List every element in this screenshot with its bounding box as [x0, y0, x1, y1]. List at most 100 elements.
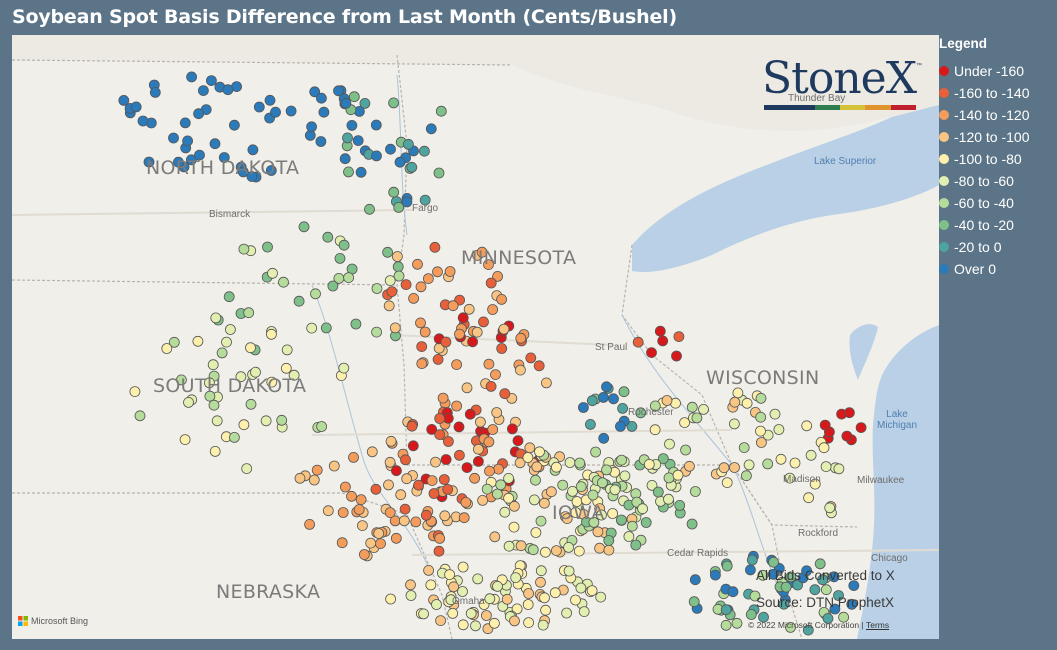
basis-point[interactable] [673, 331, 685, 343]
basis-point[interactable] [549, 587, 561, 599]
basis-point[interactable] [757, 569, 769, 581]
basis-point[interactable] [643, 458, 655, 470]
basis-point[interactable] [738, 442, 750, 454]
basis-point[interactable] [373, 528, 385, 539]
basis-point[interactable] [179, 117, 191, 129]
basis-point[interactable] [755, 411, 767, 423]
basis-point[interactable] [616, 514, 627, 526]
basis-point[interactable] [430, 456, 441, 468]
basis-point[interactable] [654, 325, 666, 337]
basis-point[interactable] [293, 295, 305, 307]
basis-point[interactable] [489, 531, 501, 543]
basis-point[interactable] [340, 97, 352, 109]
basis-point[interactable] [537, 619, 549, 631]
basis-point[interactable] [817, 574, 828, 586]
basis-point[interactable] [664, 438, 675, 450]
basis-point[interactable] [535, 576, 546, 588]
basis-point[interactable] [471, 326, 483, 338]
basis-point[interactable] [353, 504, 365, 515]
basis-point[interactable] [253, 101, 265, 113]
basis-point[interactable] [207, 359, 219, 371]
basis-point[interactable] [185, 154, 197, 166]
basis-point[interactable] [211, 415, 223, 427]
basis-point[interactable] [472, 455, 484, 467]
basis-point[interactable] [348, 91, 360, 103]
basis-point[interactable] [311, 464, 323, 476]
basis-point[interactable] [309, 86, 321, 98]
basis-point[interactable] [435, 615, 447, 626]
basis-point[interactable] [438, 474, 450, 485]
basis-point[interactable] [342, 132, 353, 144]
basis-point[interactable] [228, 119, 240, 131]
basis-point[interactable] [281, 344, 293, 356]
basis-point[interactable] [814, 558, 826, 570]
basis-point[interactable] [343, 272, 355, 284]
basis-point[interactable] [586, 585, 598, 596]
basis-point[interactable] [792, 579, 803, 591]
basis-point[interactable] [370, 119, 382, 131]
basis-point[interactable] [457, 619, 469, 631]
basis-point[interactable] [235, 371, 247, 383]
basis-point[interactable] [440, 336, 452, 348]
basis-point[interactable] [480, 610, 492, 621]
terms-link[interactable]: Terms [865, 620, 890, 630]
basis-point[interactable] [371, 326, 383, 338]
basis-point[interactable] [204, 390, 216, 402]
basis-point[interactable] [680, 444, 691, 456]
basis-point[interactable] [343, 166, 354, 178]
basis-point[interactable] [477, 494, 489, 506]
basis-point[interactable] [203, 377, 215, 389]
basis-point[interactable] [371, 283, 383, 294]
basis-point[interactable] [322, 231, 334, 243]
basis-point[interactable] [721, 560, 733, 572]
basis-point[interactable] [266, 376, 278, 388]
basis-point[interactable] [833, 463, 845, 475]
basis-point[interactable] [587, 489, 599, 501]
basis-point[interactable] [483, 259, 494, 271]
basis-point[interactable] [183, 396, 194, 408]
basis-point[interactable] [395, 489, 407, 501]
legend-item[interactable]: -120 to -100 [939, 123, 1057, 151]
basis-point[interactable] [318, 106, 330, 118]
basis-point[interactable] [210, 312, 222, 324]
basis-point[interactable] [607, 508, 618, 519]
basis-point[interactable] [444, 569, 456, 580]
basis-point[interactable] [626, 520, 638, 532]
basis-point[interactable] [422, 273, 434, 285]
basis-point[interactable] [822, 613, 834, 624]
basis-point[interactable] [746, 554, 758, 566]
basis-point[interactable] [467, 336, 479, 348]
basis-point[interactable] [663, 493, 674, 505]
basis-point[interactable] [432, 266, 443, 278]
basis-point[interactable] [775, 453, 787, 465]
basis-point[interactable] [465, 608, 477, 619]
basis-point[interactable] [419, 194, 431, 206]
basis-point[interactable] [603, 544, 615, 556]
basis-point[interactable] [425, 579, 437, 591]
basis-point[interactable] [503, 472, 515, 484]
basis-point[interactable] [820, 584, 832, 596]
basis-point[interactable] [425, 123, 437, 135]
basis-point[interactable] [238, 243, 250, 255]
basis-point[interactable] [809, 478, 821, 490]
basis-point[interactable] [499, 506, 511, 518]
basis-point[interactable] [434, 429, 446, 441]
basis-point[interactable] [172, 156, 184, 168]
basis-point[interactable] [503, 492, 515, 504]
legend-item[interactable]: -40 to -20 [939, 211, 1057, 239]
basis-point[interactable] [529, 494, 540, 506]
basis-point[interactable] [383, 300, 395, 312]
basis-point[interactable] [476, 246, 488, 258]
basis-point[interactable] [829, 603, 841, 615]
basis-point[interactable] [413, 479, 425, 491]
basis-point[interactable] [224, 324, 236, 335]
basis-point[interactable] [718, 462, 730, 474]
basis-point[interactable] [470, 620, 481, 632]
basis-point[interactable] [237, 166, 249, 178]
basis-point[interactable] [129, 386, 141, 398]
basis-point[interactable] [818, 442, 830, 454]
legend-item[interactable]: -100 to -80 [939, 145, 1057, 173]
basis-point[interactable] [359, 98, 371, 109]
basis-point[interactable] [769, 408, 781, 420]
basis-point[interactable] [690, 486, 701, 497]
